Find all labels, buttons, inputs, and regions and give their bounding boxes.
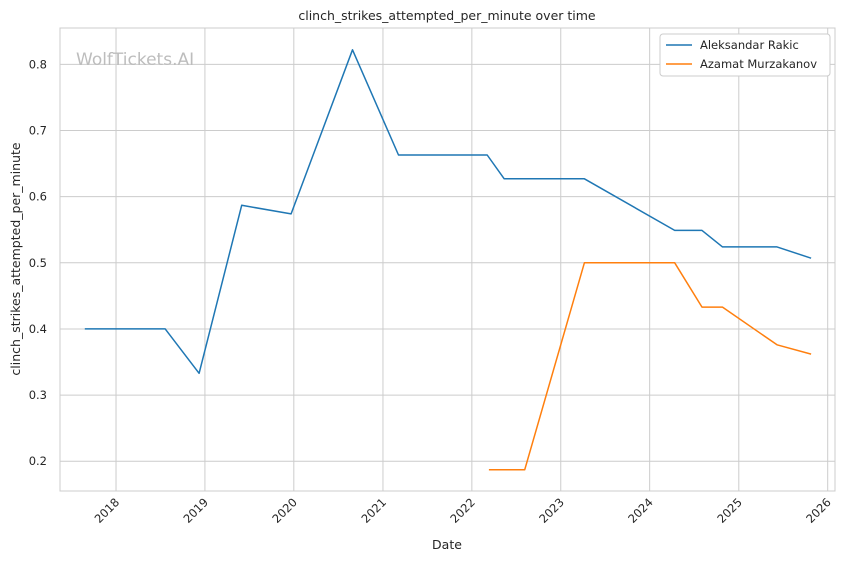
y-tick-label: 0.3 [29,388,47,402]
x-tick-label: 2021 [358,495,389,526]
y-tick-label: 0.8 [29,57,47,71]
x-tick-label: 2018 [92,495,123,526]
x-tick-label: 2022 [447,495,478,526]
legend: Aleksandar Rakic Azamat Murzakanov [659,33,831,77]
legend-label-azamat-murzakanov: Azamat Murzakanov [700,57,817,71]
y-axis-label: clinch_strikes_attempted_per_minute [8,142,23,376]
y-tick-label: 0.5 [29,256,47,270]
y-tick-label: 0.2 [29,454,47,468]
x-tick-label: 2025 [714,495,745,526]
y-tick-label: 0.6 [29,190,47,204]
watermark-text: WolfTickets.AI [76,50,194,70]
series-layer [84,49,812,471]
y-tick-labels: 0.2 0.3 0.4 0.5 0.6 0.7 0.8 [29,57,47,468]
y-tick-label: 0.4 [29,322,47,336]
x-tick-labels: 2018 2019 2020 2021 2022 2023 2024 2025 2026 [92,495,834,526]
plot-frame [59,27,836,492]
series-line-azamat-murzakanov [488,262,812,471]
x-gridlines [115,28,829,491]
x-axis-label: Date [432,537,462,552]
x-tick-label: 2023 [536,495,567,526]
series-line-aleksandar-rakic [84,49,812,375]
x-tick-label: 2024 [625,495,656,526]
x-tick-label: 2019 [180,495,211,526]
x-tick-label: 2026 [803,495,834,526]
legend-box [659,33,831,77]
legend-label-aleksandar-rakic: Aleksandar Rakic [700,38,799,52]
y-gridlines [60,63,835,462]
x-tick-label: 2020 [269,495,300,526]
y-tick-label: 0.7 [29,124,47,138]
chart-title: clinch_strikes_attempted_per_minute over… [298,8,596,23]
